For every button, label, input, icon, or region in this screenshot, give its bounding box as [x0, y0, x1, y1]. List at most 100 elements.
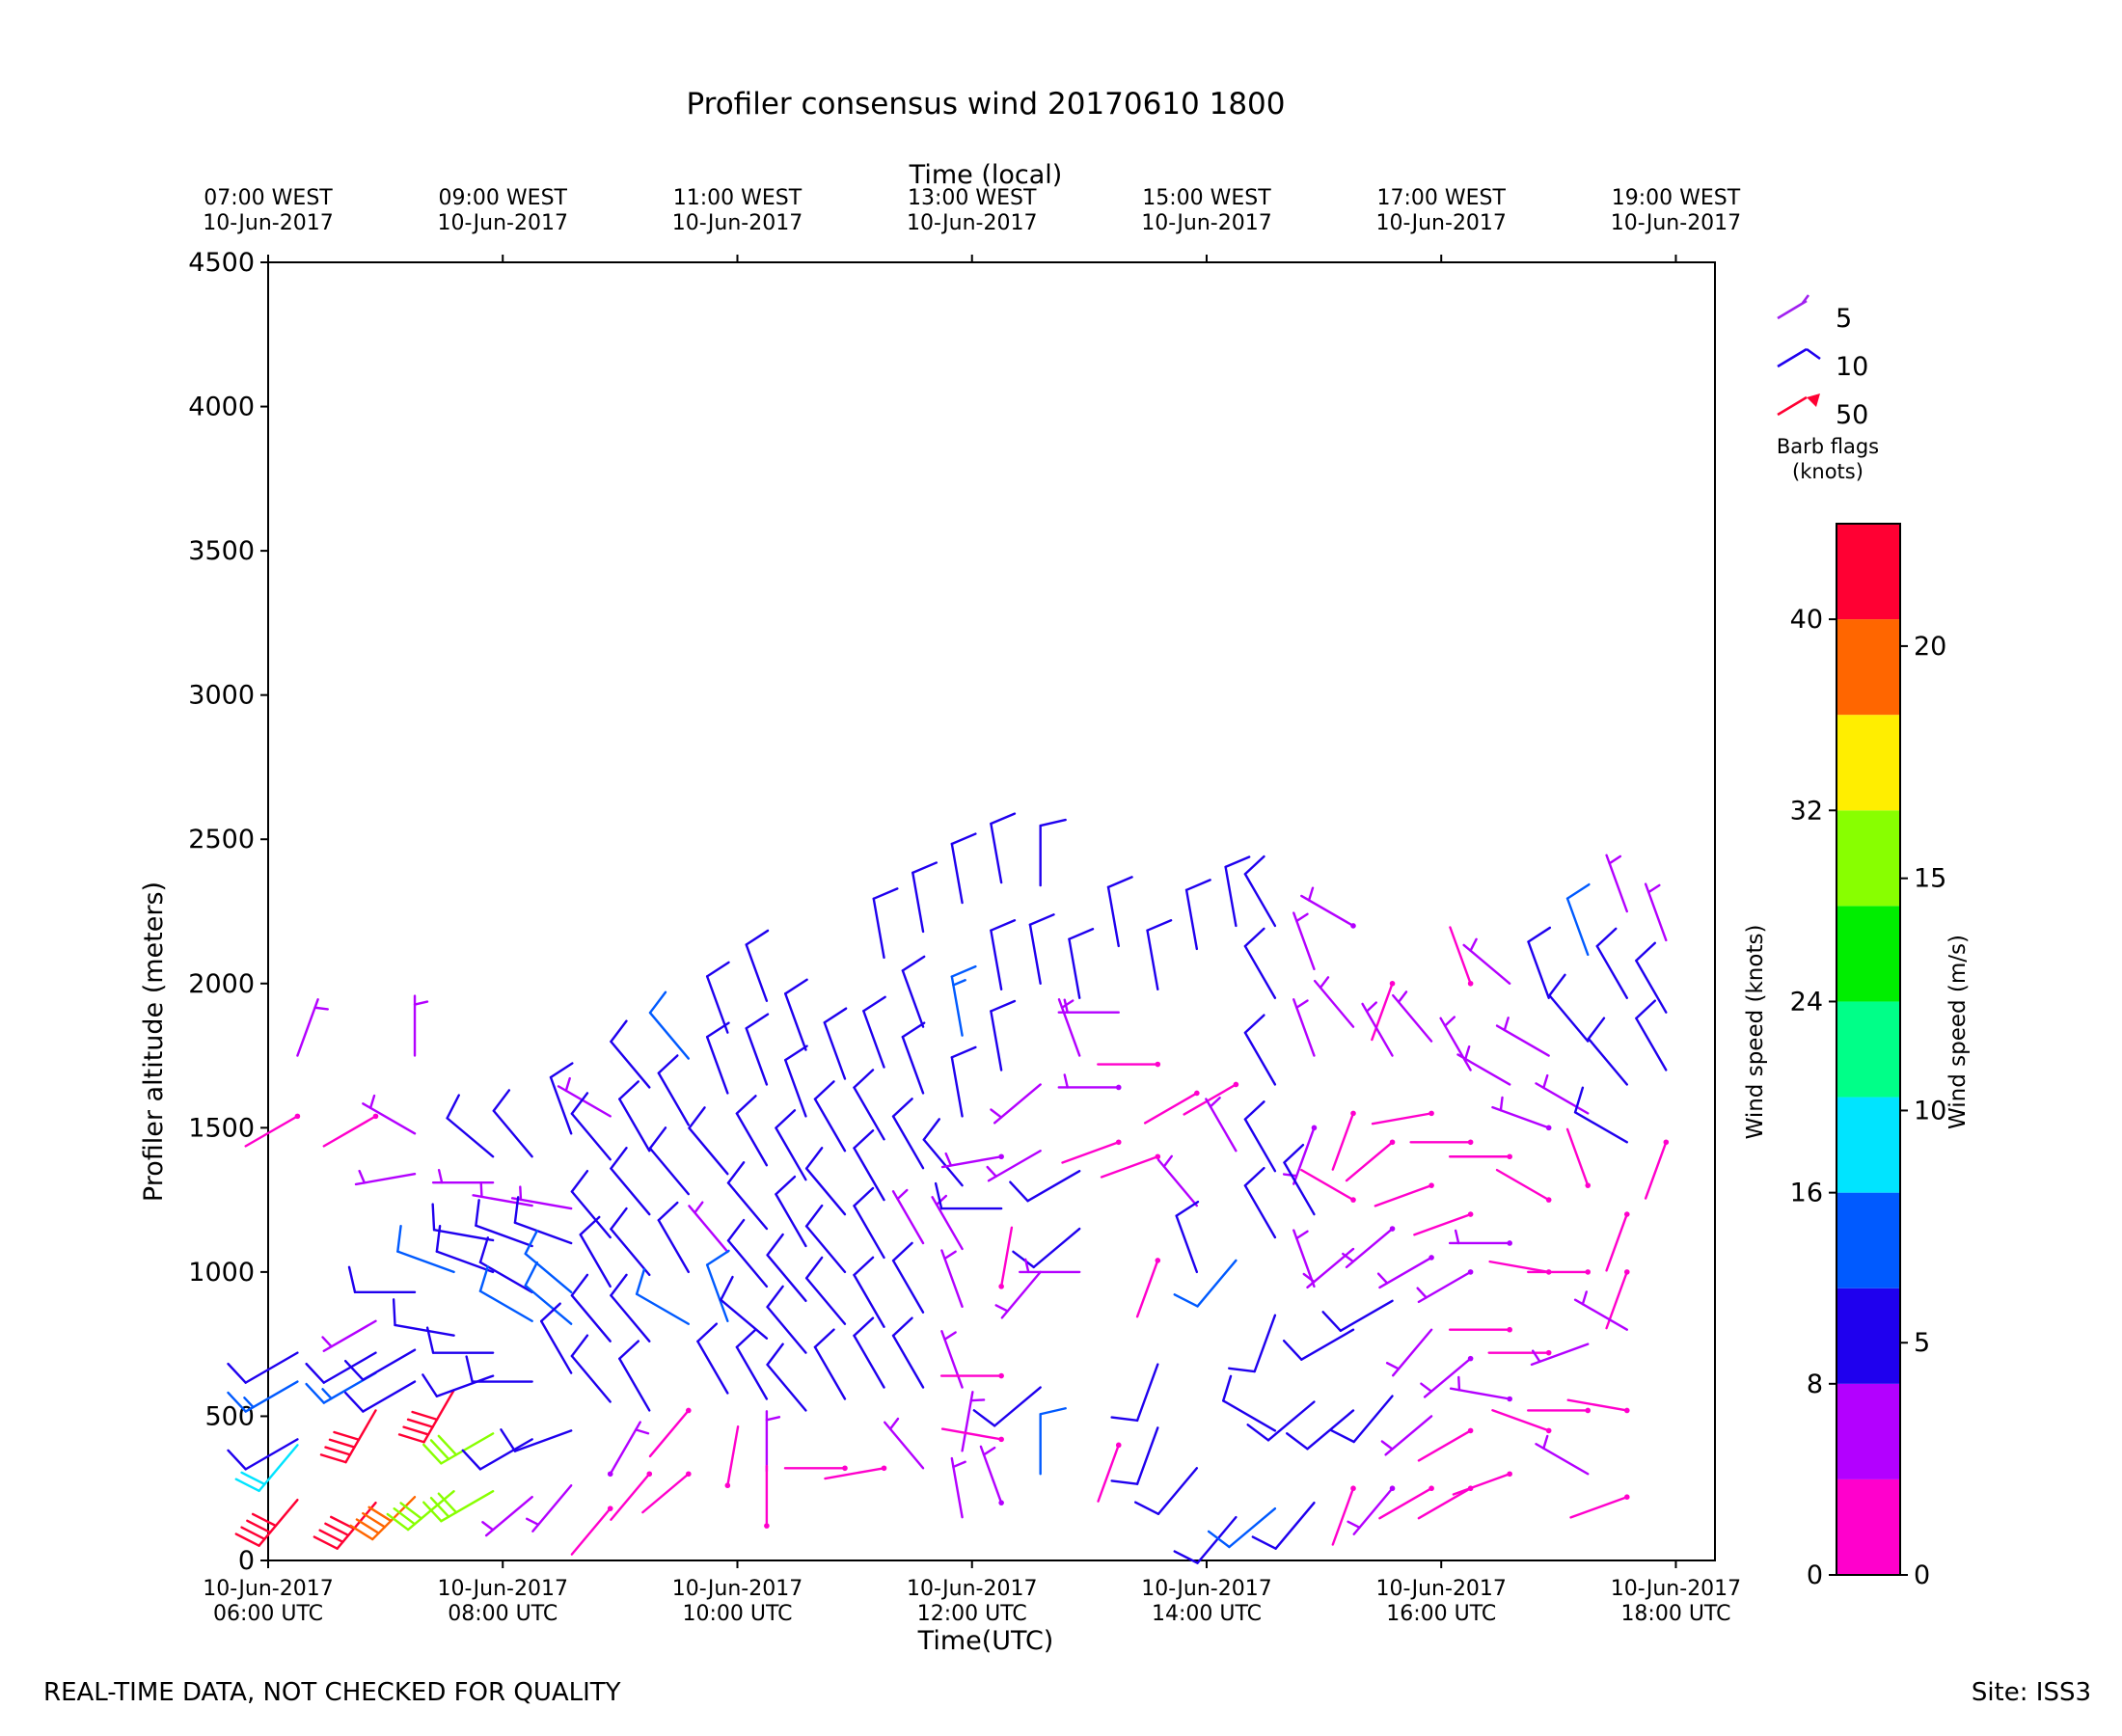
barb-shaft [1352, 1487, 1394, 1535]
wind-barb [362, 1094, 417, 1135]
x-tick-label: 10-Jun-2017 [907, 1577, 1037, 1601]
barb-half-feather [1503, 1017, 1510, 1032]
barb-half-feather [1531, 1349, 1541, 1363]
barb-shaft [1374, 1183, 1433, 1207]
barb-shaft [539, 1319, 573, 1374]
barb-feather [1110, 1416, 1139, 1423]
barb-half-feather [1060, 999, 1075, 1009]
wind-barb [478, 1236, 533, 1294]
wind-barb [570, 1505, 613, 1556]
wind-barb [1243, 1100, 1277, 1173]
barb-shaft [635, 1292, 691, 1325]
barb-calm-dot [1428, 1182, 1434, 1188]
barb-feather [349, 1524, 374, 1541]
barb-shaft [961, 1391, 974, 1452]
wind-barb [891, 1241, 925, 1314]
wind-barb [994, 1270, 1042, 1319]
wind-barb [431, 1203, 495, 1242]
wind-barb [1292, 911, 1316, 971]
wind-barb [322, 1113, 379, 1148]
barb-shaft [950, 1456, 964, 1519]
barb-shaft [1253, 1314, 1277, 1373]
colorbar-label-ms: Wind speed (m/s) [1945, 935, 1971, 1129]
barb-shaft [990, 822, 1003, 884]
barb-half-feather [1347, 1520, 1361, 1530]
colorbar-segment [1836, 1001, 1900, 1098]
wind-barb [1061, 1139, 1122, 1164]
barb-half-feather [1469, 937, 1478, 952]
barb-feather [328, 1438, 356, 1449]
barb-shaft [853, 1147, 885, 1202]
barb-feather [853, 1129, 875, 1150]
barb-feather [478, 1236, 489, 1264]
barb-feather [813, 1080, 835, 1100]
wind-barb [1635, 941, 1668, 1014]
barb-feather [696, 1322, 719, 1343]
x-tick-label: 10-Jun-2017 [438, 1577, 568, 1601]
barb-feather [251, 1512, 278, 1528]
legend-barb-shaft [1777, 395, 1808, 417]
barb-calm-dot [1623, 1211, 1630, 1217]
y-axis-label: Profiler altitude (meters) [139, 882, 169, 1202]
barb-half-feather [313, 1006, 329, 1011]
barb-shaft [1313, 979, 1355, 1028]
wind-barb [610, 1207, 651, 1277]
barb-shaft [1331, 1487, 1355, 1546]
wind-barb [1605, 1211, 1630, 1272]
barb-shaft [1061, 1141, 1120, 1164]
barb-shaft [1548, 993, 1590, 1043]
wind-barb [1057, 998, 1120, 1014]
barb-shaft [322, 1351, 377, 1384]
wind-barb [1110, 1363, 1159, 1423]
wind-barb [726, 1161, 769, 1231]
wind-barb [1487, 1349, 1552, 1356]
barb-shaft [1439, 1017, 1472, 1071]
wind-barb [481, 1495, 533, 1537]
wind-barb [735, 1095, 769, 1167]
barb-feather [1028, 913, 1055, 926]
barb-feather [1146, 919, 1173, 932]
barb-calm-dot [686, 1407, 692, 1414]
barb-half-feather [1295, 912, 1309, 923]
barb-feather [227, 1362, 247, 1384]
barb-shaft [641, 1473, 691, 1514]
wind-barb [610, 1273, 651, 1343]
barb-shaft [1228, 1506, 1277, 1549]
barb-shaft [1417, 1270, 1472, 1304]
barb-feather [500, 1428, 517, 1452]
wind-barb [500, 1428, 573, 1452]
barb-shaft [1352, 1395, 1394, 1444]
barb-shaft [478, 1261, 533, 1294]
wind-barb [784, 978, 808, 1051]
barb-shaft [1057, 998, 1081, 1057]
barb-shaft [1175, 1214, 1199, 1274]
wind-barb [1228, 1314, 1277, 1373]
barb-feather [240, 1526, 266, 1540]
barb-legend: 5 10 50 Barb flags(knots) [1777, 294, 1879, 483]
barb-feather [240, 1471, 266, 1486]
barb-shaft [735, 1345, 769, 1400]
barb-feather [524, 1229, 539, 1256]
barb-shaft [1196, 1259, 1238, 1308]
barb-shaft [884, 1421, 925, 1470]
barb-shaft [950, 842, 964, 905]
wind-barb [940, 1249, 964, 1308]
colorbar-segment [1836, 1192, 1900, 1288]
barb-shaft [258, 1498, 299, 1547]
barb-half-feather [1608, 854, 1622, 865]
wind-barb [862, 995, 886, 1069]
barb-feather [396, 1224, 402, 1253]
wind-barb [392, 1298, 455, 1337]
barb-shaft [1292, 998, 1316, 1057]
barb-feather [804, 1147, 824, 1170]
barb-half-feather [1397, 990, 1408, 1004]
colorbar-segment [1836, 1097, 1900, 1193]
barb-half-feather [368, 1094, 376, 1110]
barb-half-feather [1365, 1001, 1377, 1013]
barb-shaft [1569, 1495, 1628, 1519]
wind-barb [1156, 1154, 1199, 1207]
wind-barb [446, 1094, 495, 1158]
barb-shaft [940, 1155, 1003, 1169]
wind-barb [570, 1334, 612, 1403]
barb-shaft [990, 1010, 1003, 1071]
